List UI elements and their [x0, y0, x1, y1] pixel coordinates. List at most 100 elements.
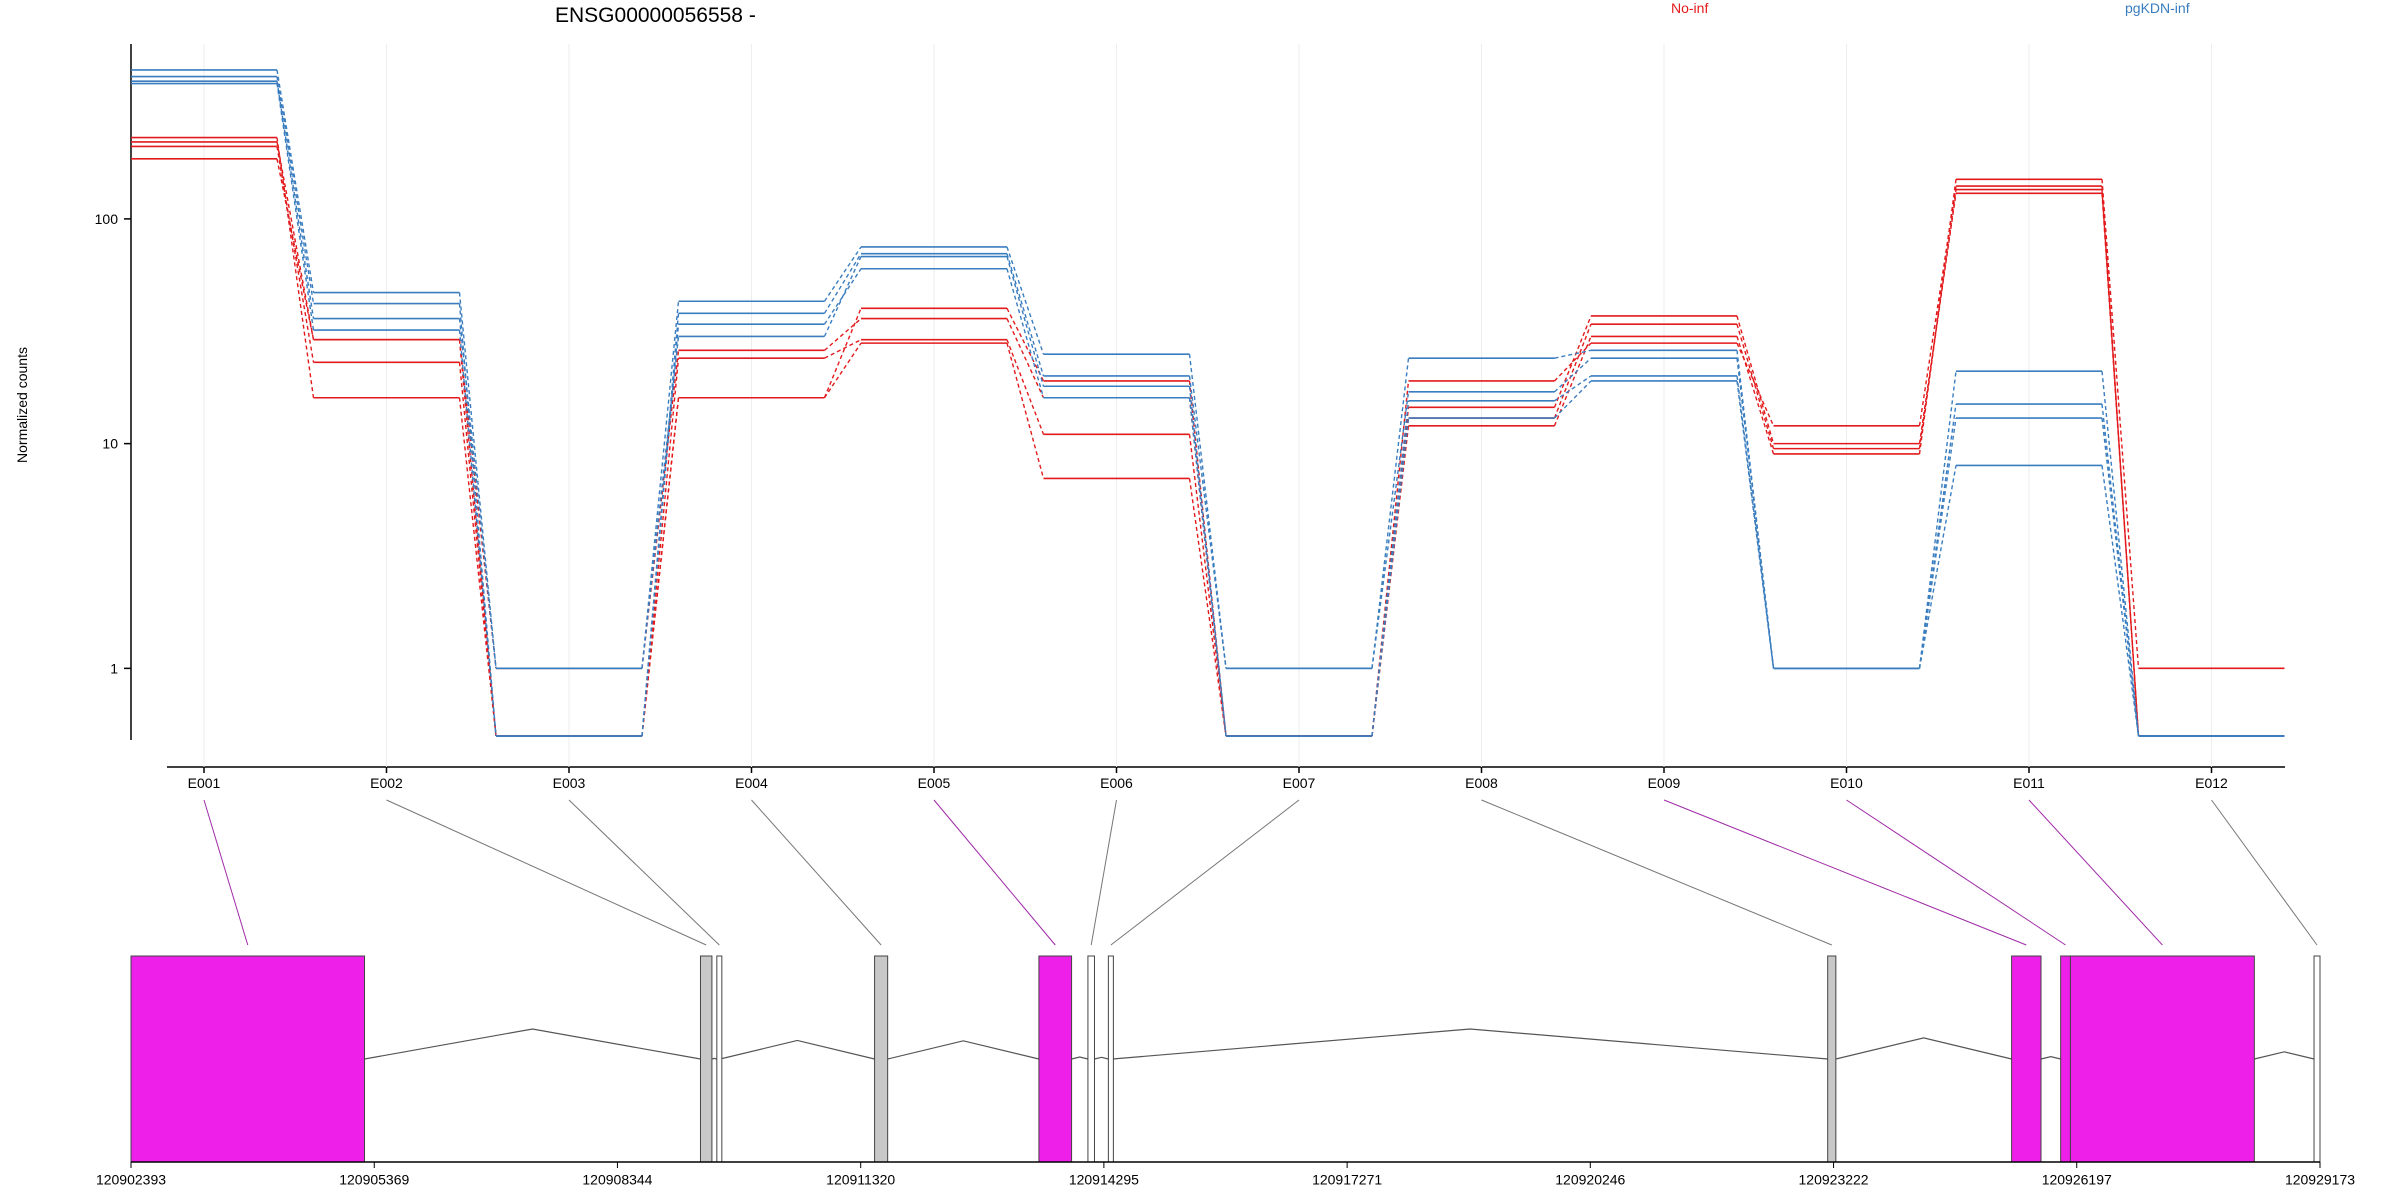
coordinate-tick-label: 120923222: [1799, 1171, 1869, 1187]
series-transition: [1188, 375, 1227, 669]
exon-box: [1087, 955, 1095, 1163]
series-transition: [1006, 318, 1045, 399]
series-transition: [1554, 375, 1592, 402]
series-transition: [1006, 339, 1045, 435]
exon-connector: [1481, 799, 1832, 946]
series-transition: [824, 318, 862, 351]
series-transition: [823, 256, 862, 337]
x-tick-label: E002: [370, 775, 403, 791]
exon-box: [874, 955, 889, 1163]
series-transition: [1553, 323, 1592, 419]
y-tick-label: 1: [110, 660, 118, 676]
series-transition: [1553, 315, 1592, 408]
exon-box: [1038, 955, 1073, 1163]
series-transition: [276, 69, 315, 293]
series-transition: [1554, 349, 1592, 359]
legend-label-pgkdn-inf: pgKDN-inf: [2125, 0, 2190, 16]
series-transition: [823, 246, 862, 302]
series-transition: [641, 350, 680, 669]
gene-model: [130, 955, 2321, 1163]
chart-title: ENSG00000056558 -: [555, 4, 756, 27]
exon-connector: [1090, 799, 1117, 946]
series-transition: [276, 83, 315, 331]
exon-connectors: [203, 799, 2318, 946]
exon-connector: [1110, 799, 1300, 946]
series-transition: [1918, 417, 1957, 669]
series-transition: [1918, 371, 1957, 669]
coordinate-tick-label: 120905369: [339, 1171, 409, 1187]
intron-line: [1112, 1028, 1828, 1060]
series-transition: [458, 330, 497, 737]
series-transition: [276, 146, 315, 363]
y-tick-label: 10: [102, 436, 118, 452]
vertical-gridlines: [203, 44, 2212, 767]
series-transition: [1918, 465, 1957, 669]
series-transition: [1736, 380, 1775, 669]
exon-box: [2313, 955, 2321, 1163]
exon-connector: [933, 799, 1056, 946]
series-transition: [1736, 342, 1775, 427]
exon-box: [130, 955, 366, 1163]
series-transition: [2101, 179, 2140, 669]
series-transition: [824, 339, 862, 359]
coordinate-tick-label: 120914295: [1069, 1171, 1139, 1187]
x-tick-label: E012: [2195, 775, 2228, 791]
genomic-coordinate-ticks: 120902393 120905369 120908344 120911320 1209…: [96, 1161, 2355, 1187]
series-transition: [2101, 371, 2140, 737]
x-tick-label: E006: [1100, 775, 1133, 791]
intron-line: [887, 1040, 1040, 1060]
series-transition: [1188, 478, 1227, 737]
y-axis-ticks: 1 10 100: [95, 211, 131, 676]
x-tick-label: E008: [1465, 775, 1498, 791]
exon-connector: [2211, 799, 2318, 946]
x-tick-label: E003: [553, 775, 586, 791]
exon-box: [1827, 955, 1837, 1163]
intron-line: [2254, 1051, 2315, 1060]
series-transition: [641, 397, 680, 737]
intron-line: [711, 1057, 717, 1060]
series-transition: [823, 253, 862, 314]
series-transition: [1371, 417, 1410, 737]
exon-box: [716, 955, 723, 1163]
coordinate-tick-label: 120929173: [2285, 1171, 2355, 1187]
series-transition: [458, 318, 497, 669]
series-transition: [1188, 397, 1227, 737]
series-transition: [1918, 403, 1957, 669]
exon-connector: [2028, 799, 2163, 946]
exon-connector: [568, 799, 720, 946]
series-transition: [1006, 253, 1045, 377]
coordinate-tick-label: 120908344: [582, 1171, 652, 1187]
intron-line: [1835, 1037, 2012, 1060]
y-tick-label: 100: [95, 211, 119, 227]
coordinate-tick-label: 120902393: [96, 1171, 166, 1187]
exon-box: [2011, 955, 2042, 1163]
series-transition: [276, 141, 315, 340]
series-transition: [1006, 268, 1045, 398]
exon-box: [2060, 955, 2071, 1163]
series-transition: [1006, 246, 1045, 355]
x-tick-label: E010: [1830, 775, 1863, 791]
series-transition: [1006, 342, 1045, 479]
series-transition: [1371, 380, 1410, 737]
intron-line: [364, 1028, 701, 1060]
exon-box: [2069, 955, 2255, 1163]
exon-connector: [1846, 799, 2066, 946]
series-transition: [2101, 417, 2140, 737]
coordinate-tick-label: 120911320: [826, 1171, 895, 1187]
series-transition: [1371, 358, 1410, 669]
x-tick-label: E004: [735, 775, 768, 791]
series-transition: [276, 76, 315, 304]
coordinate-tick-label: 120920246: [1555, 1171, 1625, 1187]
series-transition: [823, 342, 862, 399]
y-axis-title: Normalized counts: [14, 347, 30, 463]
series-transition: [1918, 193, 1957, 444]
x-tick-label: E011: [2013, 775, 2045, 791]
series-transition: [1188, 354, 1227, 669]
series-transition: [2101, 185, 2140, 737]
series-transition: [1553, 342, 1592, 382]
series-transition: [641, 324, 680, 737]
coordinate-tick-label: 120917271: [1312, 1171, 1382, 1187]
x-tick-label: E001: [188, 775, 221, 791]
legend-label-no-inf: No-inf: [1671, 0, 1708, 16]
